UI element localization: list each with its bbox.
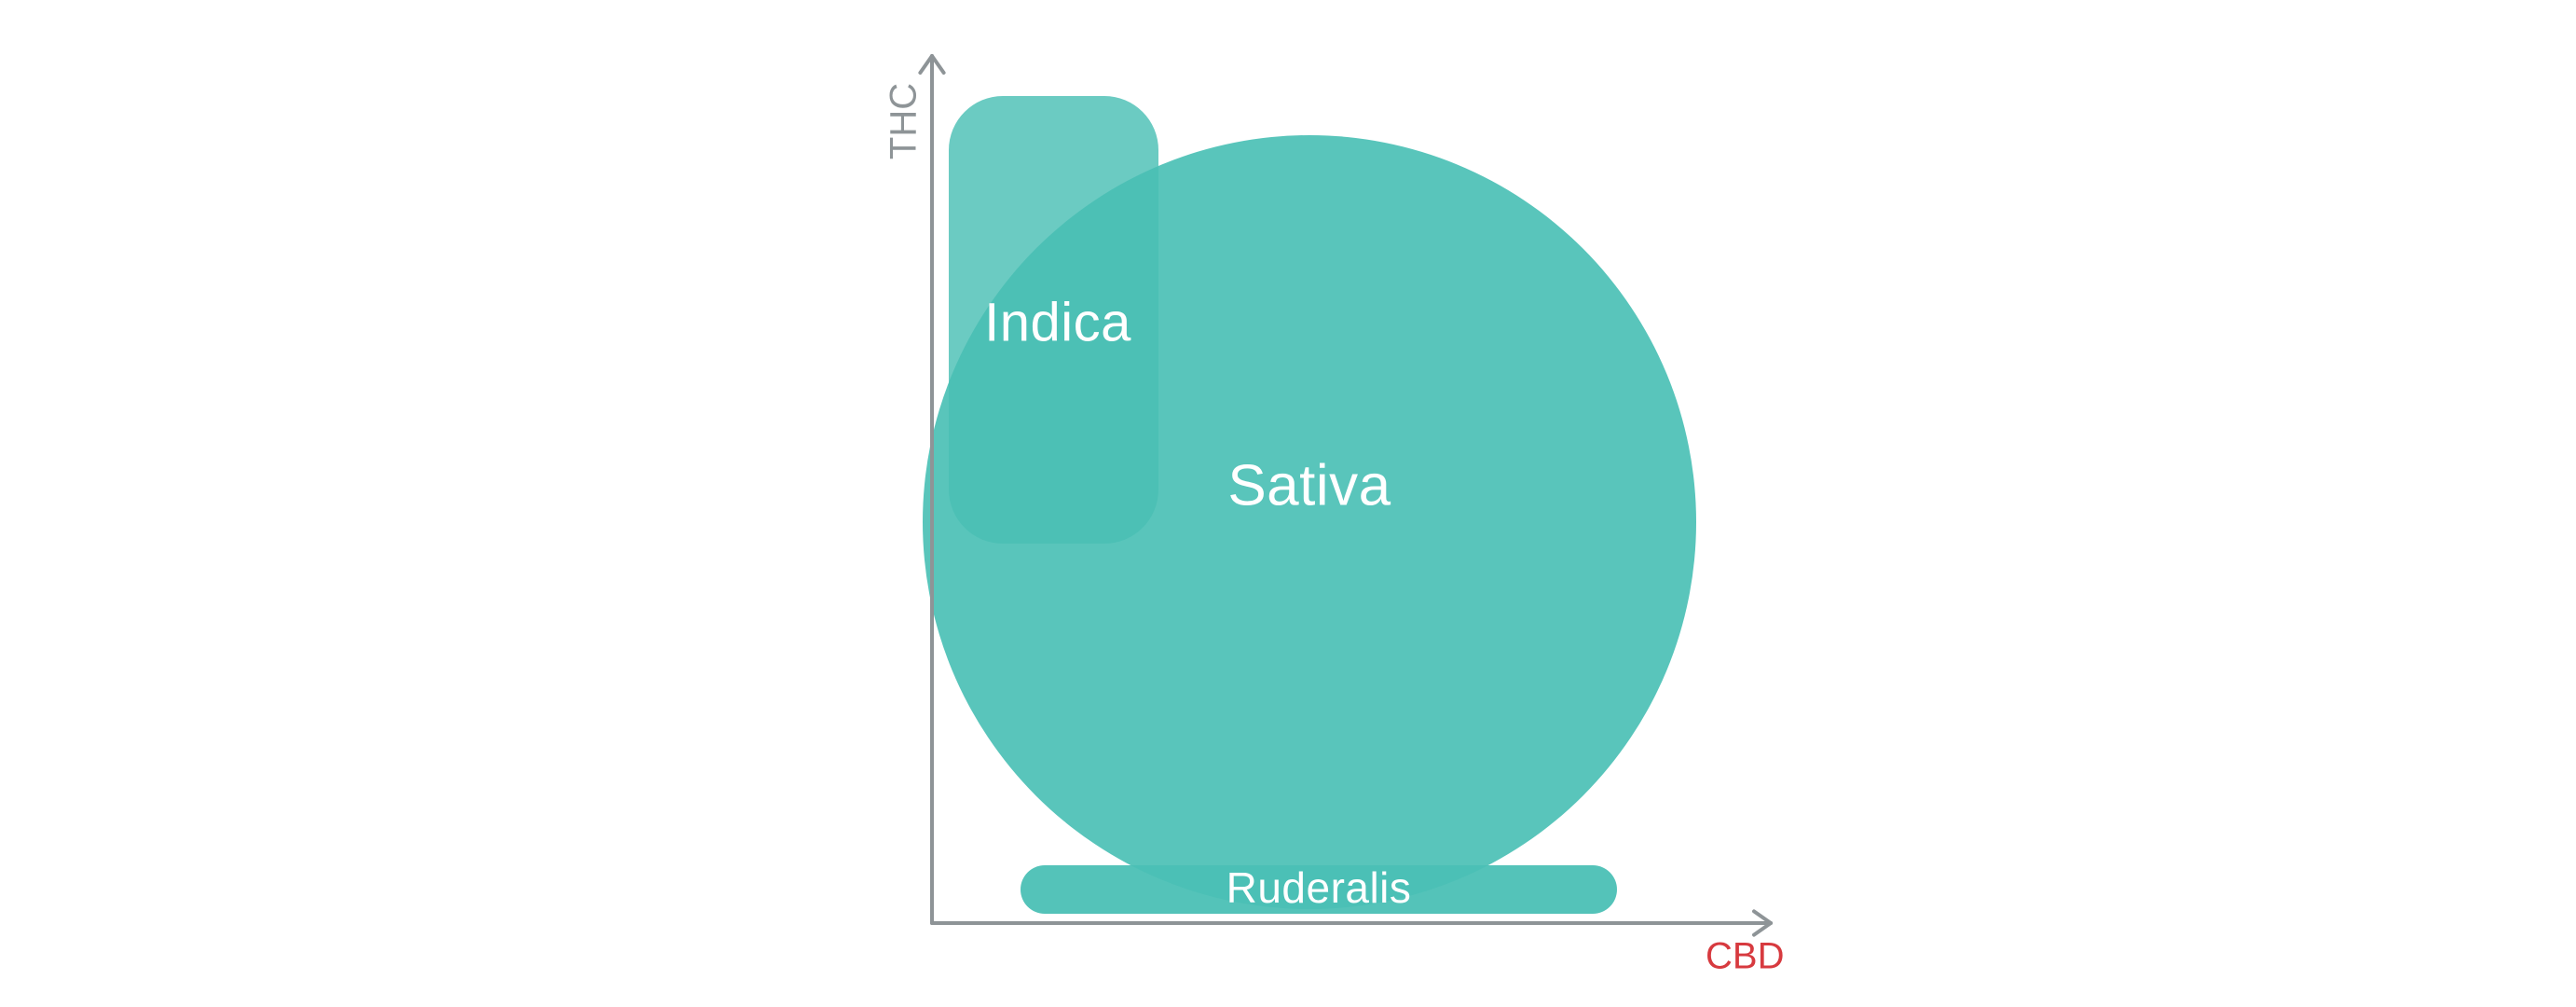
diagram-stage: Sativa Indica Ruderalis CBD THC	[0, 0, 2576, 1007]
sativa-label: Sativa	[1227, 453, 1391, 517]
indica-label: Indica	[984, 292, 1131, 352]
x-axis-label: CBD	[1706, 936, 1784, 977]
ruderalis-label: Ruderalis	[1226, 863, 1412, 912]
y-axis-label: THC	[884, 83, 925, 159]
diagram-svg: Sativa Indica Ruderalis CBD THC	[0, 0, 2576, 1007]
